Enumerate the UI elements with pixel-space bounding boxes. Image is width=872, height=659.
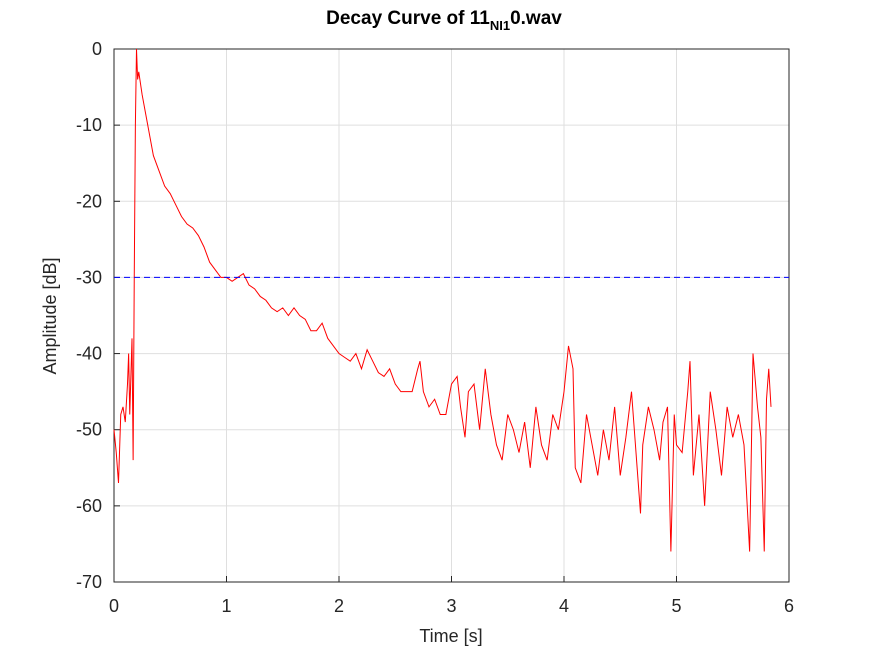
y-tick-label: -10	[76, 115, 102, 135]
plot-frame	[113, 48, 790, 583]
chart-title: Decay Curve of 11NI10.wav	[326, 8, 562, 33]
y-tick-label: -40	[76, 344, 102, 364]
y-tick-label: -20	[76, 191, 102, 211]
y-axis-label: Amplitude [dB]	[40, 257, 60, 374]
y-tick-label: -50	[76, 420, 102, 440]
y-tick-label: -60	[76, 496, 102, 516]
y-tick-label: -30	[76, 267, 102, 287]
title-subscript: NI1	[490, 18, 510, 33]
x-tick-label: 5	[671, 596, 681, 616]
title-suffix: 0.wav	[510, 8, 562, 29]
x-tick-label: 2	[334, 596, 344, 616]
x-tick-label: 6	[784, 596, 794, 616]
x-axis-label: Time [s]	[419, 626, 482, 646]
x-tick-label: 3	[446, 596, 456, 616]
decay-line	[113, 48, 772, 552]
title-main: Decay Curve of 11	[326, 8, 490, 29]
y-tick-label: -70	[76, 572, 102, 592]
x-tick-label: 1	[221, 596, 231, 616]
y-tick-label: 0	[92, 39, 102, 59]
x-tick-label: 4	[559, 596, 569, 616]
x-tick-label: 0	[109, 596, 119, 616]
